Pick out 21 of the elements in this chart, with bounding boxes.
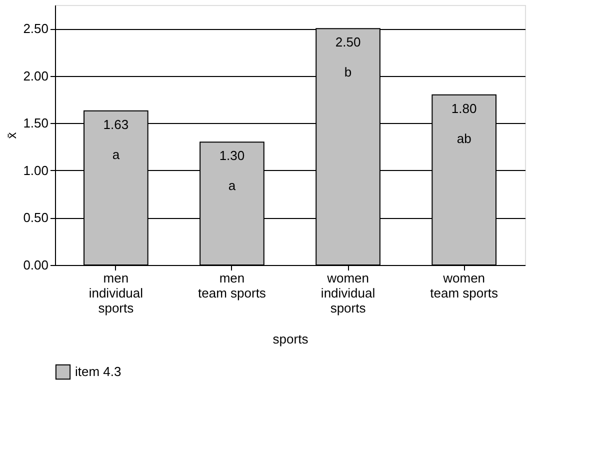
annotation: b [344, 64, 352, 80]
y-tick-label: 2.00 [23, 68, 48, 84]
y-tick-label: 1.50 [23, 116, 48, 131]
y-axis-title: x̄ [4, 132, 20, 139]
text: 1.80 [451, 100, 477, 116]
x-axis-title: sports [272, 332, 309, 346]
y-tick-label: 2.50 [23, 21, 48, 36]
annotation: a [228, 178, 236, 194]
text: 1.63 [103, 116, 129, 132]
text: 1.30 [219, 148, 245, 164]
legend-label: item 4.3 [75, 364, 122, 379]
x-tick-label: men individual sports [88, 270, 144, 316]
annotation: ab [456, 130, 472, 146]
y-tick-label: 0.50 [23, 210, 48, 226]
y-tick-label: 0.00 [23, 258, 48, 272]
x-tick-label: women team sports [430, 270, 499, 300]
x-tick-label: men team sports [198, 270, 266, 300]
y-tick-label: 1.00 [23, 162, 48, 178]
annotation: a [112, 146, 120, 162]
x-tick-label: women individual sports [320, 270, 376, 316]
text: 2.50 [335, 34, 361, 50]
